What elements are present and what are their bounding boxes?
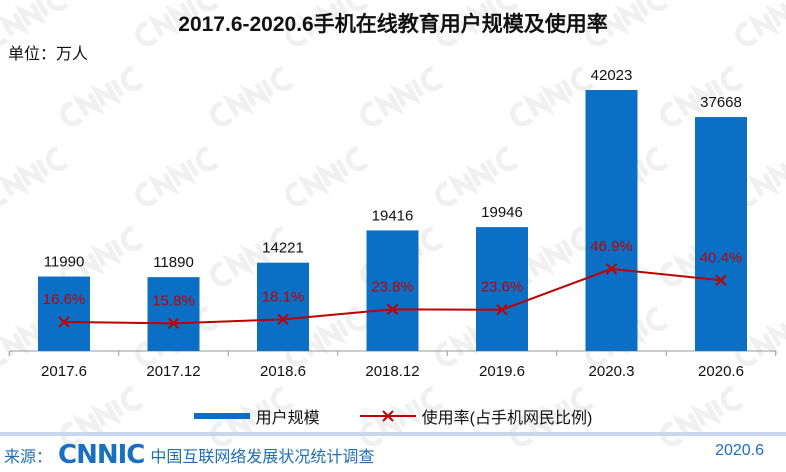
- watermark-mark: [510, 386, 594, 447]
- watermark-mark: [60, 66, 144, 127]
- rate-marker: [496, 303, 508, 316]
- bar: [257, 262, 309, 351]
- watermark-mark: [360, 386, 444, 447]
- watermark-mark: [735, 0, 786, 47]
- rate-label: 23.8%: [371, 278, 414, 295]
- bar-value-label: 42023: [591, 67, 633, 84]
- rate-label: 15.8%: [152, 292, 195, 309]
- watermark-mark: [210, 386, 294, 447]
- source-prefix: 来源：: [4, 449, 53, 466]
- x-tick-label: 2018.12: [365, 363, 419, 380]
- footer-date: 2020.6: [715, 442, 764, 459]
- rate-label: 46.9%: [590, 238, 633, 255]
- rate-marker: [386, 303, 399, 316]
- legend-label: 使用率(占手机网民比例): [421, 410, 593, 427]
- chart-title: 2017.6-2020.6手机在线教育用户规模及使用率: [178, 13, 608, 36]
- watermark-mark: [0, 306, 69, 367]
- cnnic-logo: CNNIC: [58, 440, 145, 470]
- watermark-mark: [0, 0, 69, 47]
- footer-divider: [0, 432, 786, 436]
- watermark-mark: [0, 146, 69, 207]
- legend-line-swatch: [359, 410, 416, 422]
- x-tick-label: 2018.6: [260, 363, 306, 380]
- bar-value-label: 14221: [262, 240, 304, 257]
- source: 来源： CNNIC 中国互联网络发展状况统计调查: [4, 440, 374, 470]
- rate-label: 23.6%: [481, 279, 524, 296]
- watermark-mark: [510, 66, 594, 127]
- rate-label: 16.6%: [43, 291, 86, 308]
- legend: 用户规模 使用率(占手机网民比例): [0, 404, 786, 428]
- bar: [585, 90, 638, 351]
- watermark-mark: [435, 146, 519, 207]
- x-tick-label: 2020.6: [698, 363, 744, 380]
- watermark-mark: [735, 306, 786, 367]
- rate-marker: [715, 274, 727, 287]
- watermark-mark: [210, 66, 294, 127]
- bar-value-label: 11990: [44, 254, 85, 271]
- watermark-mark: [135, 146, 219, 207]
- source-text: 中国互联网络发展状况统计调查: [150, 449, 375, 466]
- bar: [366, 230, 419, 351]
- legend-bar-swatch: [193, 413, 250, 419]
- watermark-mark: [210, 226, 294, 287]
- bar: [476, 227, 528, 351]
- legend-label: 用户规模: [255, 410, 320, 427]
- watermark-mark: [660, 66, 744, 127]
- watermark-mark: [60, 386, 144, 447]
- watermark-mark: [285, 146, 369, 207]
- watermark-mark: [435, 0, 519, 47]
- bar: [38, 276, 90, 351]
- bar-value-label: 19416: [372, 207, 414, 224]
- bar: [147, 277, 200, 351]
- watermark-mark: [660, 386, 744, 447]
- x-tick-label: 2020.3: [589, 363, 635, 380]
- rate-label: 18.1%: [262, 288, 305, 305]
- x-tick-label: 2019.6: [479, 363, 525, 380]
- watermark-mark: [360, 66, 444, 127]
- x-tick-label: 2017.6: [41, 363, 87, 380]
- bar-value-label: 37668: [700, 94, 742, 111]
- bar-value-label: 19946: [481, 204, 523, 221]
- rate-marker: [277, 313, 289, 326]
- watermark-mark: [135, 0, 219, 47]
- rate-label: 40.4%: [700, 249, 743, 266]
- watermark-mark: [585, 0, 669, 47]
- rate-marker: [605, 263, 618, 275]
- legend-item-rate: 使用率(占手机网民比例): [359, 404, 593, 428]
- watermark-mark: [285, 0, 369, 47]
- rate-marker: [167, 317, 180, 330]
- legend-item-users: 用户规模: [193, 404, 320, 428]
- bar: [695, 117, 747, 351]
- unit-label: 单位：万人: [8, 46, 89, 63]
- rate-marker: [58, 316, 70, 328]
- x-tick-label: 2017.12: [146, 363, 200, 380]
- bar-value-label: 11890: [153, 254, 194, 271]
- watermark-mark: [285, 306, 369, 367]
